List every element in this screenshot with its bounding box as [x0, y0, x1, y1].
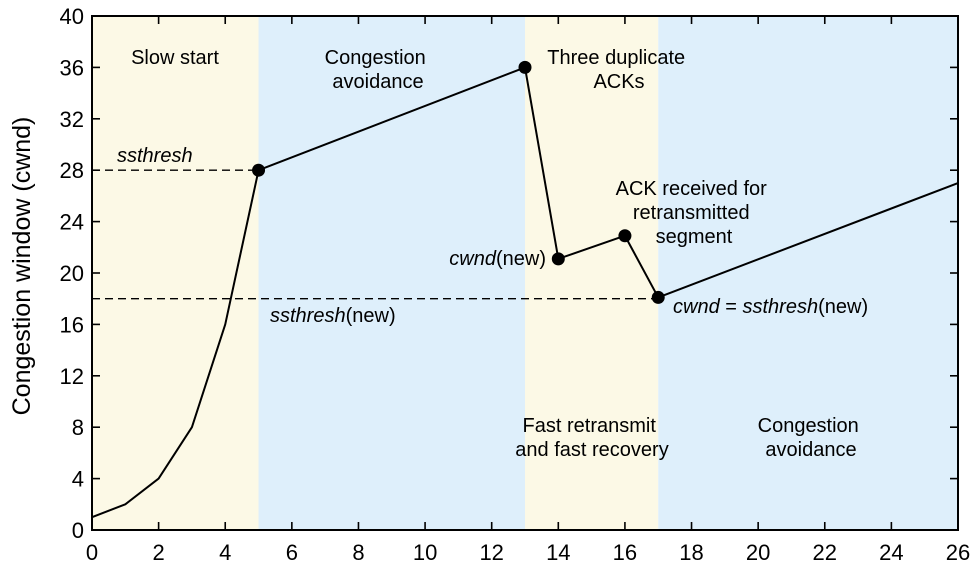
y-tick-label-10: 40 — [60, 4, 84, 29]
cwnd-marker-1 — [518, 60, 532, 74]
annotation-cwnd-new: cwnd(new) — [449, 248, 546, 270]
annotation-slow-start: Slow start — [131, 47, 219, 69]
x-tick-label-0: 0 — [86, 540, 98, 565]
y-tick-label-8: 32 — [60, 107, 84, 132]
x-tick-label-10: 20 — [746, 540, 770, 565]
x-tick-label-8: 16 — [613, 540, 637, 565]
annotation-congestion-avoidance-top: Congestion avoidance — [325, 47, 432, 93]
phase-region-0 — [92, 16, 259, 530]
x-tick-label-2: 4 — [219, 540, 231, 565]
y-tick-label-4: 16 — [60, 312, 84, 337]
annotation-fast-retransmit: Fast retransmit and fast recovery — [515, 415, 668, 461]
x-axis-ticks: 0 2 4 6 8 10 12 14 16 18 20 22 24 26 — [86, 16, 970, 565]
phase-region-1 — [258, 16, 525, 530]
y-axis-label: Congestion window (cwnd) — [8, 117, 36, 416]
y-tick-label-9: 36 — [60, 55, 84, 80]
y-tick-label-1: 4 — [72, 467, 84, 492]
reference-lines — [92, 169, 659, 300]
y-tick-label-2: 8 — [72, 415, 84, 440]
x-tick-label-3: 6 — [286, 540, 298, 565]
x-tick-label-6: 12 — [479, 540, 503, 565]
y-tick-label-0: 0 — [72, 518, 84, 543]
cwnd-marker-3 — [618, 229, 632, 243]
annotation-three-duplicate-acks: Three duplicate ACKs — [547, 47, 690, 93]
cwnd-markers — [252, 60, 665, 304]
x-tick-label-5: 10 — [413, 540, 437, 565]
y-tick-label-7: 28 — [60, 158, 84, 183]
y-tick-label-5: 20 — [60, 261, 84, 286]
phase-region-3 — [658, 16, 958, 530]
x-tick-label-11: 22 — [813, 540, 837, 565]
phase-regions — [92, 16, 958, 530]
y-axis-ticks: 0 4 8 12 16 20 24 28 32 36 40 — [60, 4, 958, 543]
x-tick-label-9: 18 — [679, 540, 703, 565]
cwnd-marker-0 — [252, 163, 266, 177]
y-tick-label-3: 12 — [60, 364, 84, 389]
x-tick-label-13: 26 — [946, 540, 970, 565]
x-tick-label-12: 24 — [879, 540, 903, 565]
phase-region-2 — [525, 16, 659, 530]
cwnd-marker-2 — [551, 252, 565, 266]
x-tick-label-7: 14 — [546, 540, 570, 565]
x-tick-label-1: 2 — [152, 540, 164, 565]
y-tick-label-6: 24 — [60, 210, 84, 235]
annotation-ssthresh-new: ssthresh(new) — [270, 305, 396, 327]
annotation-congestion-avoidance-bottom: Congestion avoidance — [758, 415, 865, 461]
x-tick-label-4: 8 — [352, 540, 364, 565]
annotation-ack-received: ACK received for retransmitted segment — [616, 178, 773, 248]
annotation-cwnd-equals-ssthresh-new: cwnd = ssthresh(new) — [673, 296, 868, 318]
annotation-ssthresh: ssthresh — [117, 145, 193, 167]
cwnd-marker-4 — [651, 290, 665, 304]
